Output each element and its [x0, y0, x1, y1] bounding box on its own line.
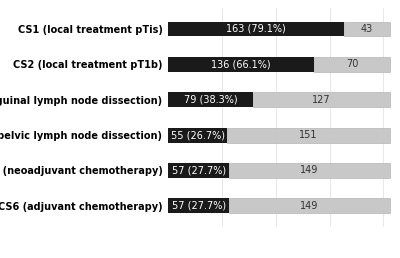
- Bar: [229, 198, 390, 213]
- Bar: [168, 92, 253, 107]
- Text: 127: 127: [312, 95, 331, 105]
- Bar: [168, 163, 229, 178]
- Bar: [314, 57, 390, 72]
- Bar: [168, 128, 227, 142]
- Text: 79 (38.3%): 79 (38.3%): [184, 95, 237, 105]
- Text: 136 (66.1%): 136 (66.1%): [212, 59, 271, 69]
- Bar: [344, 21, 390, 36]
- Text: 151: 151: [299, 130, 318, 140]
- Bar: [168, 57, 314, 72]
- Bar: [168, 198, 229, 213]
- Text: 57 (27.7%): 57 (27.7%): [172, 201, 226, 211]
- Text: 149: 149: [300, 165, 319, 175]
- Bar: [253, 92, 390, 107]
- Text: 70: 70: [346, 59, 358, 69]
- Bar: [168, 21, 344, 36]
- Bar: [229, 163, 390, 178]
- Text: 163 (79.1%): 163 (79.1%): [226, 24, 286, 34]
- Text: 43: 43: [360, 24, 373, 34]
- Bar: [227, 128, 390, 142]
- Text: 55 (26.7%): 55 (26.7%): [171, 130, 225, 140]
- Text: 149: 149: [300, 201, 319, 211]
- Text: 57 (27.7%): 57 (27.7%): [172, 165, 226, 175]
